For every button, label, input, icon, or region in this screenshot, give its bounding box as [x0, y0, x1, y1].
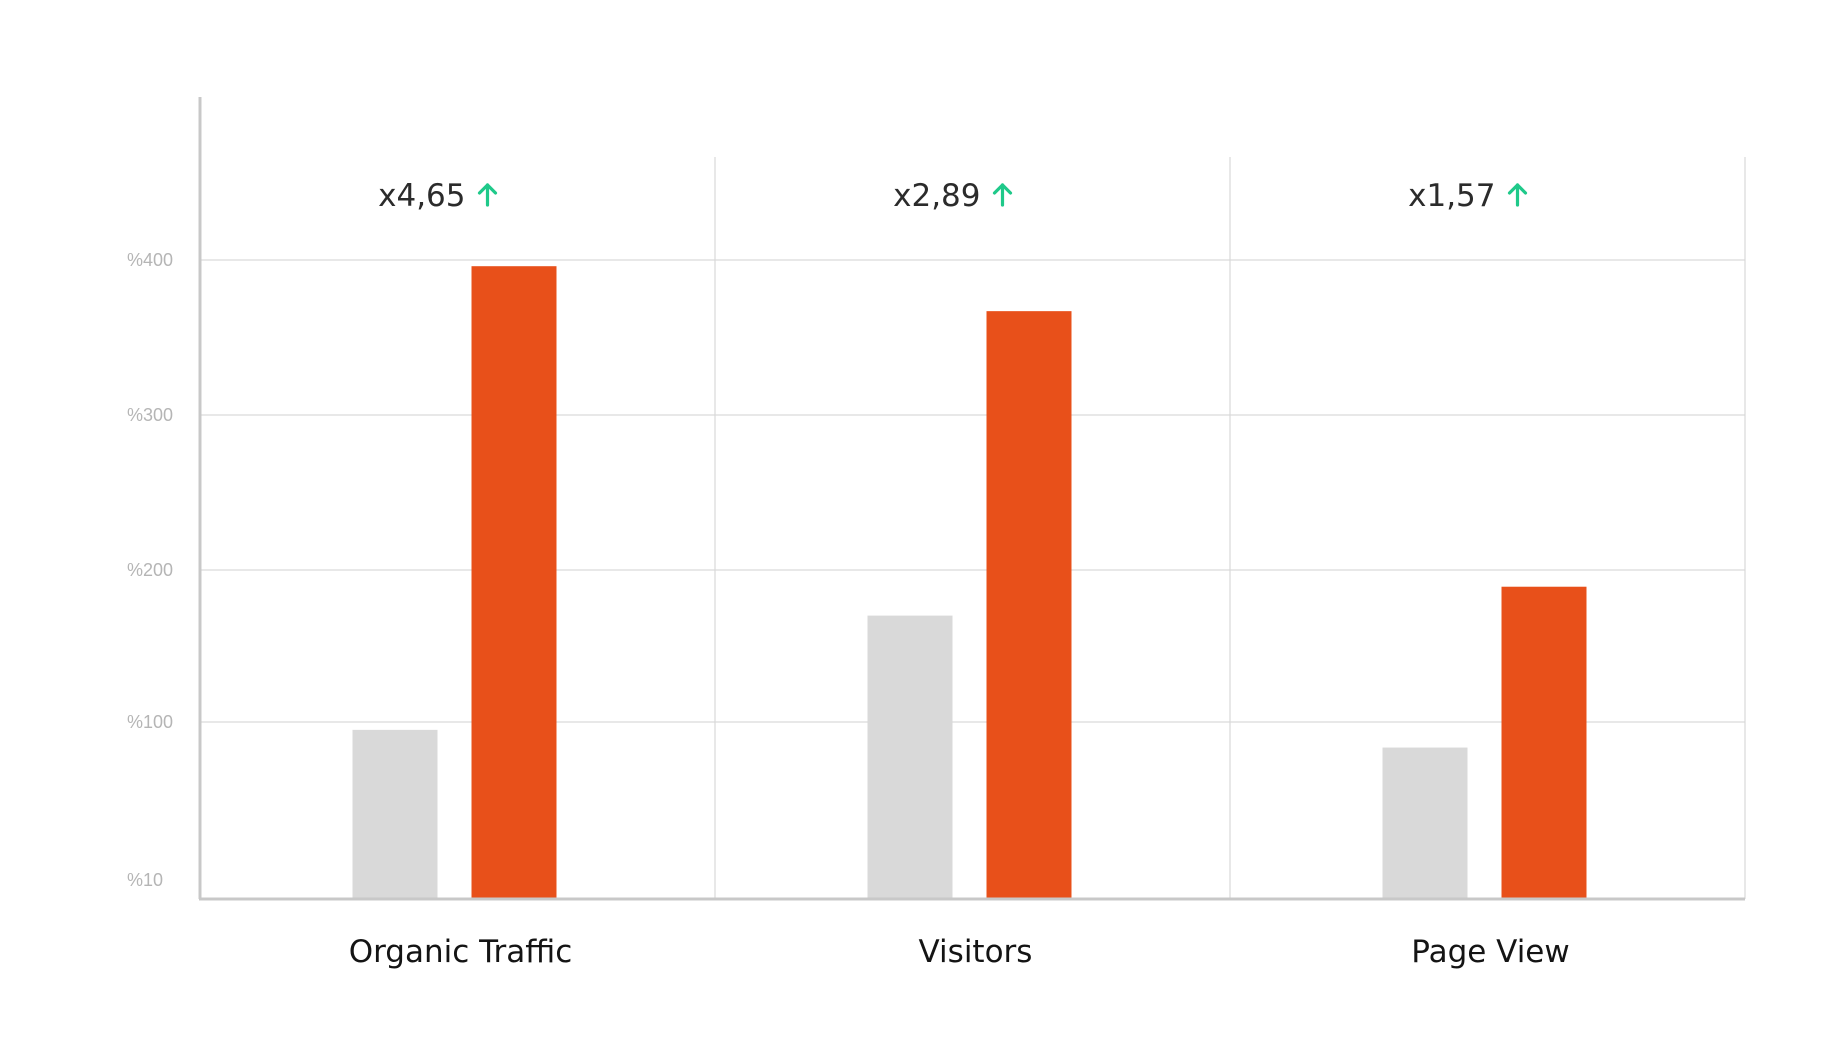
category-labels: Organic Traffic Visitors Page View [349, 934, 1570, 970]
y-tick-label: %100 [127, 712, 173, 732]
bar-after [471, 266, 557, 899]
y-tick-label: %400 [127, 250, 173, 270]
multiplier-annotations: x4,65 x2,89 x1,57 [378, 178, 1528, 214]
axes [198, 97, 1745, 901]
bar-after [1501, 586, 1587, 899]
category-label: Visitors [919, 934, 1033, 970]
multiplier-label: x4,65 [378, 178, 465, 214]
grid-lines [200, 157, 1746, 899]
bar-before [867, 615, 953, 899]
bar-before [1382, 747, 1468, 899]
y-tick-labels: %10 %100 %200 %300 %400 [127, 250, 173, 890]
y-tick-label: %300 [127, 405, 173, 425]
y-tick-label: %10 [127, 870, 163, 890]
arrow-up-icon [1507, 183, 1528, 207]
bars [352, 266, 1587, 899]
arrow-up-icon [992, 183, 1013, 207]
multiplier-label: x1,57 [1408, 178, 1495, 214]
bar-after [986, 311, 1072, 899]
category-label: Organic Traffic [349, 934, 573, 970]
bar-before [352, 729, 438, 899]
y-tick-label: %200 [127, 560, 173, 580]
multiplier-label: x2,89 [893, 178, 980, 214]
category-label: Page View [1411, 934, 1569, 970]
arrow-up-icon [477, 183, 498, 207]
